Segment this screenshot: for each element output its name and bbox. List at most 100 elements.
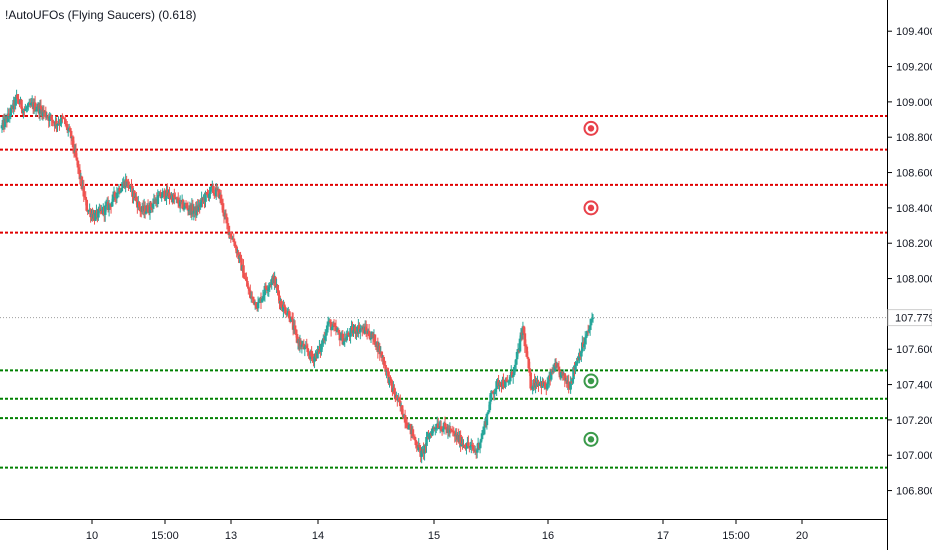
candle-body [183, 204, 187, 208]
candle-body [71, 136, 75, 148]
candle-body [9, 107, 13, 117]
candle-body [44, 111, 48, 118]
candle-body [488, 401, 492, 411]
candle-body [103, 205, 107, 215]
candle-body [260, 298, 264, 303]
candle-body [283, 304, 286, 308]
candle-body [8, 116, 12, 118]
candle-body [439, 426, 443, 431]
candle-body [219, 194, 223, 204]
candle-body [475, 450, 479, 453]
candle-body [413, 436, 417, 441]
candle-body [280, 300, 283, 308]
candle-body [75, 157, 79, 161]
candle-body [130, 184, 133, 187]
candle-body [465, 447, 468, 449]
candles [0, 89, 595, 464]
candle-body [428, 433, 431, 439]
candle-body [239, 255, 242, 259]
candle-body [29, 102, 33, 106]
candle-body [369, 337, 373, 340]
candle-body [26, 103, 30, 107]
candle-body [354, 327, 357, 334]
candle-body [359, 329, 362, 333]
candle-body [51, 119, 54, 123]
candle-body [113, 192, 117, 197]
candle-body [110, 201, 114, 207]
candle-body [471, 445, 475, 450]
candle-body [274, 277, 277, 288]
candle-body [137, 202, 141, 208]
candle-body [508, 376, 512, 382]
candle-body [349, 327, 352, 337]
price-axis[interactable]: 109.400 109.200 109.000 108.800 108.600 108.4… [887, 0, 932, 550]
candle-body [197, 204, 200, 211]
candle-body [199, 202, 202, 207]
candle-body [87, 210, 90, 212]
candle-body [531, 386, 534, 389]
candle-body [120, 188, 124, 192]
candle-body [14, 97, 17, 106]
price-tick-label: 109.400 [896, 26, 932, 38]
candle-body [157, 195, 161, 197]
candle-body [378, 345, 382, 355]
candle-body [420, 450, 423, 457]
candle-body [551, 369, 555, 373]
candle-body [382, 357, 385, 365]
candle-body [254, 302, 258, 309]
candle-body [164, 198, 167, 200]
candle-body [285, 313, 289, 315]
candle-body [115, 192, 119, 199]
price-tick-label: 109.000 [896, 97, 932, 109]
candle-body [329, 322, 333, 331]
candle-body [409, 424, 413, 435]
candle-body [326, 322, 330, 326]
candle-body [414, 440, 418, 446]
candle-body [84, 196, 88, 200]
candle-body [332, 323, 336, 326]
candle-body [42, 110, 46, 113]
candle-body [244, 278, 247, 280]
candle-body [527, 358, 531, 369]
time-axis[interactable]: 10 15:00 13 14 15 16 17 15:00 20 [0, 519, 887, 542]
candle-body [544, 382, 547, 389]
candle-body [56, 124, 59, 126]
candle-body [16, 94, 19, 99]
candle-body [367, 330, 371, 337]
candle-body [294, 329, 298, 335]
candle-body [493, 391, 496, 395]
candle-body [393, 387, 396, 395]
candle-body [400, 405, 404, 415]
candle-body [108, 203, 112, 205]
candle-body [481, 432, 485, 434]
candle-body [204, 192, 207, 202]
candle-body [186, 208, 190, 211]
candle-body [230, 237, 234, 239]
candle-body [325, 325, 329, 333]
candle-body [290, 316, 294, 320]
candle-body [423, 444, 426, 454]
candle-body [163, 190, 166, 199]
price-tick-label: 108.400 [896, 203, 932, 215]
candle-body [307, 352, 311, 356]
candle-body [211, 186, 215, 193]
candle-body [232, 238, 236, 243]
candle-body [127, 181, 130, 189]
candle-body [380, 351, 384, 358]
candle-body [306, 348, 310, 353]
price-tick-label: 109.200 [896, 62, 932, 74]
candle-body [26, 106, 29, 109]
candle-body [243, 277, 246, 279]
candle-body [149, 202, 153, 207]
candle-body [459, 434, 462, 447]
candle-body [293, 325, 297, 330]
candle-body [461, 443, 464, 445]
candle-body [277, 290, 280, 296]
candle-body [460, 443, 463, 447]
candle-body [65, 124, 69, 131]
candle-body [160, 197, 163, 199]
candle-body [386, 369, 389, 372]
candle-body [407, 424, 411, 430]
candle-body [214, 188, 218, 197]
